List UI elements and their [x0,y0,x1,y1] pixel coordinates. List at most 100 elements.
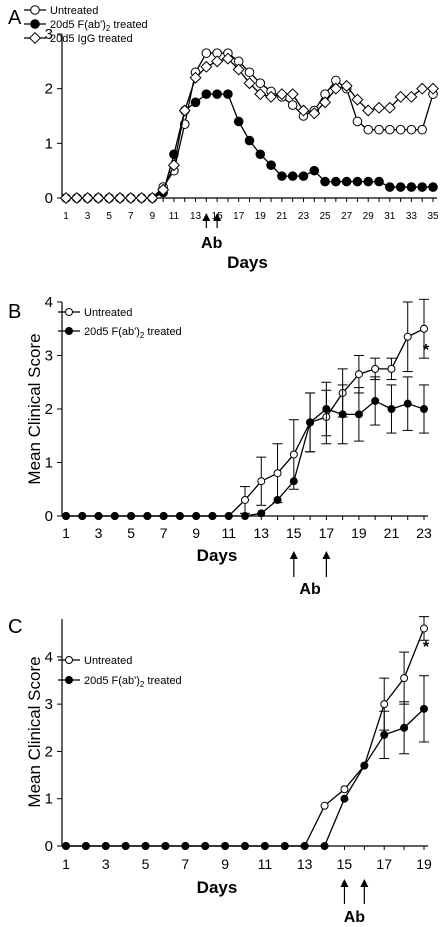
data-point [420,324,428,333]
x-tick-label: 35 [427,211,439,222]
x-tick-label: 11 [258,856,273,872]
data-point [420,405,428,413]
data-point [81,842,90,850]
legend-marker [65,308,73,316]
data-point [420,704,428,713]
ab-arrow-head [213,213,222,221]
significance-star: * [423,639,430,656]
data-point [308,107,321,120]
data-point [146,191,159,205]
data-point [273,469,282,478]
data-point [395,182,406,192]
data-point [257,477,266,486]
data-point [277,171,287,181]
data-point [383,101,396,114]
panel-letter: C [8,616,22,638]
y-tick-label: 4 [45,294,53,311]
y-tick-label: 3 [45,348,53,365]
data-point [266,160,276,170]
data-point [241,512,249,520]
data-point [200,60,213,73]
x-tick-label: 29 [363,211,375,222]
data-point [110,512,119,520]
data-point [394,90,407,103]
data-point [385,124,395,135]
data-point [428,182,438,192]
data-point [70,191,83,205]
ab-annotation-label: Ab [201,235,223,252]
data-point [340,794,349,803]
data-point [354,410,363,419]
legend-marker [65,676,73,684]
y-tick-label: 2 [45,401,53,418]
data-point [143,512,152,520]
x-tick-label: 23 [416,525,432,541]
data-point [352,116,363,127]
ab-arrow-head [202,213,211,221]
y-tick-label: 1 [45,791,53,808]
data-point [363,124,374,135]
data-point [208,512,217,520]
data-point [62,512,70,520]
y-tick-label: 3 [45,696,53,713]
significance-star: * [423,342,430,359]
data-point [426,82,440,95]
data-point [403,399,412,408]
data-point [385,182,395,192]
data-point [403,332,412,341]
data-point [420,624,428,633]
data-point [319,96,332,109]
data-point [374,124,384,135]
x-tick-label: 1 [62,856,70,872]
x-tick-label: 19 [255,211,267,222]
data-point [201,89,212,99]
x-tick-label: 5 [142,856,150,872]
legend-label: Untreated [84,655,132,667]
y-axis-title: Mean Clinical Score [25,656,44,807]
series-1 [62,675,429,850]
x-axis-title: Days [197,878,238,897]
data-point [406,124,417,135]
x-tick-label: 3 [95,525,103,541]
data-point [380,700,389,709]
data-point [244,67,255,78]
legend-label: 20d5 IgG treated [50,33,133,45]
legend: Untreated 20d5 F(ab')2 treated [58,307,182,340]
ab-arrow-head [322,551,331,559]
legend-marker [28,31,42,45]
data-point [178,104,191,117]
x-tick-label: 13 [253,525,269,541]
x-tick-label: 15 [337,856,353,872]
x-tick-label: 17 [233,211,245,222]
data-point [374,176,384,187]
x-tick-label: 21 [384,525,400,541]
data-point [360,761,369,770]
legend-label: 20d5 F(ab')2 treated [84,675,182,689]
x-tick-label: 19 [416,856,432,872]
data-point [167,159,180,172]
data-point [189,71,202,84]
x-tick-label: 5 [127,525,135,541]
data-point [363,176,374,187]
data-point [121,842,130,850]
data-point [416,82,429,95]
series-line [66,708,425,847]
data-point [224,512,233,520]
data-point [211,55,224,68]
data-point [103,191,116,205]
data-point [300,842,309,850]
legend-label: 20d5 F(ab')2 treated [50,19,148,33]
x-tick-label: 3 [102,856,110,872]
data-point [161,842,170,850]
panel-letter: B [8,301,21,323]
y-tick-label: 0 [45,190,53,207]
ab-arrow-head [340,879,349,887]
data-point [175,512,184,520]
ab-arrow-head [360,879,369,887]
data-point [287,100,298,110]
data-point [212,89,222,99]
data-point [157,183,170,196]
data-point [265,90,278,103]
data-point [287,171,298,181]
